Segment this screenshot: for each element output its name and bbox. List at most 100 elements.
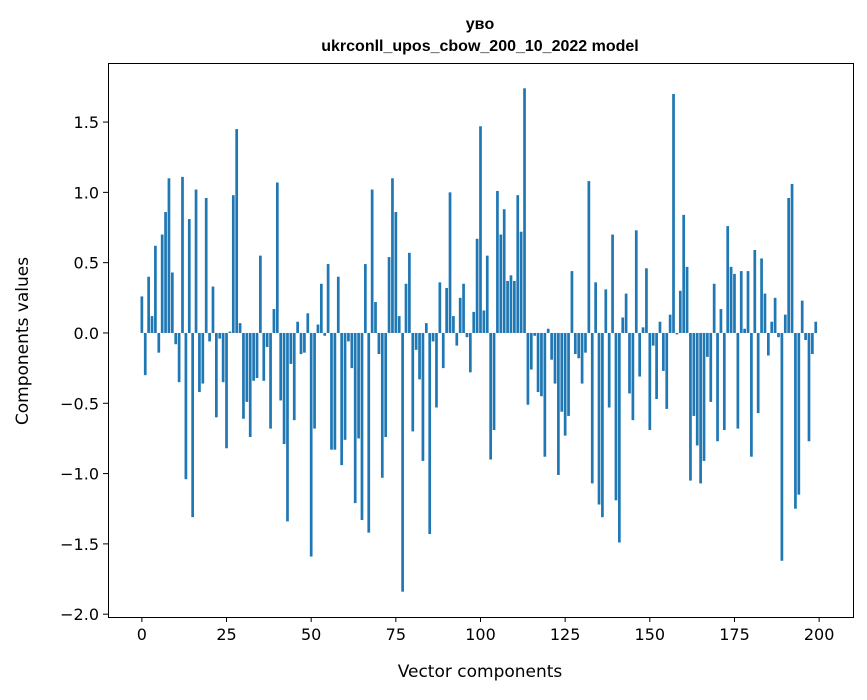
- bar-41: [279, 332, 283, 401]
- bar-123: [557, 332, 560, 475]
- bar-175: [733, 273, 736, 333]
- bar-33: [252, 332, 255, 381]
- bar-163: [692, 332, 696, 416]
- bar-191: [787, 197, 791, 333]
- bar-125: [563, 332, 567, 436]
- bar-11: [177, 332, 181, 383]
- bar-98: [472, 311, 476, 333]
- bar-113: [523, 88, 526, 333]
- x-tick-label: 125: [550, 625, 581, 644]
- bar-15: [191, 332, 195, 518]
- bar-149: [645, 268, 648, 333]
- bar-45: [292, 332, 296, 421]
- bar-121: [550, 332, 553, 360]
- bar-81: [414, 332, 418, 350]
- bar-92: [452, 316, 455, 333]
- bar-4: [154, 245, 157, 333]
- bar-65: [360, 332, 364, 520]
- bar-141: [617, 332, 621, 543]
- bar-155: [665, 332, 669, 409]
- bar-69: [374, 302, 377, 333]
- bar-172: [722, 332, 726, 430]
- bar-19: [204, 197, 208, 333]
- bar-181: [753, 250, 757, 333]
- bar-103: [489, 332, 493, 460]
- bar-75: [394, 212, 398, 333]
- bar-49: [306, 313, 310, 333]
- bar-142: [621, 317, 625, 333]
- bar-148: [641, 327, 645, 333]
- bar-109: [509, 275, 513, 333]
- bar-111: [516, 195, 520, 333]
- bar-146: [634, 230, 638, 333]
- bar-0: [140, 296, 144, 333]
- bar-151: [651, 332, 655, 346]
- bar-47: [299, 332, 303, 355]
- bar-87: [435, 332, 438, 408]
- bar-188: [777, 332, 780, 338]
- bar-35: [259, 255, 262, 333]
- bar-115: [529, 332, 533, 370]
- bar-6: [160, 234, 164, 333]
- x-axis: 0 25 50 75 100 125 150 175 200: [137, 617, 835, 644]
- bar-54: [323, 332, 327, 336]
- bar-50: [309, 332, 313, 557]
- bar-177: [739, 271, 743, 333]
- bar-108: [506, 280, 509, 333]
- bar-79: [408, 252, 411, 333]
- bar-189: [780, 332, 784, 561]
- bar-144: [628, 332, 631, 394]
- bar-194: [797, 332, 801, 495]
- bar-95: [462, 283, 465, 333]
- bar-88: [438, 282, 442, 333]
- bar-86: [431, 332, 435, 342]
- bar-42: [282, 332, 286, 445]
- bar-180: [750, 332, 753, 457]
- bar-85: [428, 332, 432, 535]
- bar-143: [624, 293, 628, 333]
- bar-16: [194, 189, 198, 333]
- bar-105: [496, 190, 499, 333]
- bar-70: [377, 332, 381, 355]
- bar-58: [336, 276, 340, 333]
- bar-122: [553, 332, 557, 384]
- bar-66: [364, 264, 367, 333]
- y-tick-label: −2.0: [60, 605, 99, 624]
- bar-127: [570, 271, 574, 333]
- bar-55: [326, 264, 330, 333]
- bar-59: [340, 332, 344, 466]
- bar-29: [238, 323, 242, 333]
- bar-132: [587, 181, 591, 333]
- bar-173: [726, 226, 730, 333]
- bar-133: [590, 332, 594, 484]
- bar-74: [391, 178, 394, 333]
- y-tick-label: 0.5: [74, 254, 99, 273]
- bar-187: [773, 297, 777, 333]
- bar-89: [441, 332, 445, 369]
- bar-61: [347, 332, 350, 342]
- bar-68: [370, 189, 374, 333]
- bar-90: [445, 287, 448, 333]
- bar-57: [333, 332, 337, 450]
- bar-80: [411, 332, 415, 432]
- bar-78: [404, 283, 408, 333]
- bar-150: [648, 332, 652, 430]
- bar-183: [760, 258, 763, 333]
- bar-2: [147, 276, 150, 333]
- bar-136: [601, 332, 604, 518]
- bar-184: [763, 293, 767, 333]
- bar-52: [316, 324, 320, 333]
- x-tick-label: 200: [804, 625, 835, 644]
- x-tick-label: 75: [386, 625, 406, 644]
- y-tick-label: 1.0: [74, 183, 99, 202]
- bar-44: [289, 332, 293, 364]
- bar-84: [424, 323, 428, 333]
- bar-107: [502, 209, 506, 333]
- x-axis-label: Vector components: [398, 662, 563, 682]
- bar-129: [577, 332, 581, 359]
- bar-36: [262, 332, 266, 381]
- bar-40: [275, 182, 279, 333]
- bar-20: [208, 332, 211, 342]
- bar-3: [150, 316, 154, 333]
- bar-128: [573, 332, 577, 355]
